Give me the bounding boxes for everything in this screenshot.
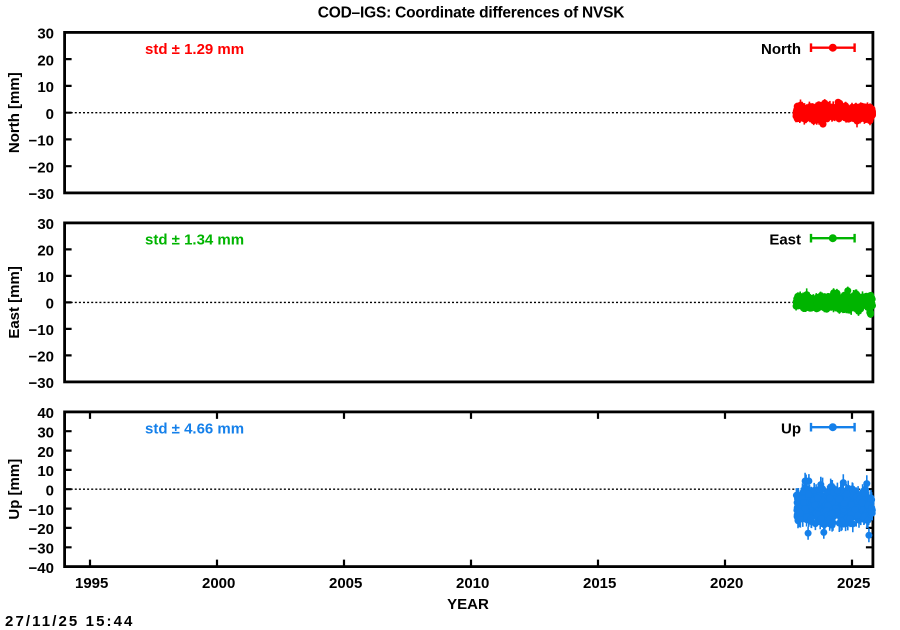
- svg-text:−30: −30: [29, 541, 54, 558]
- svg-text:−20: −20: [29, 521, 54, 538]
- svg-text:−40: −40: [29, 560, 54, 577]
- svg-text:20: 20: [37, 53, 54, 70]
- svg-text:2010: 2010: [456, 575, 489, 592]
- svg-text:−20: −20: [29, 160, 54, 177]
- svg-text:0: 0: [46, 483, 54, 500]
- svg-text:20: 20: [37, 243, 54, 260]
- svg-text:Up: Up: [781, 420, 801, 437]
- svg-text:2005: 2005: [329, 575, 362, 592]
- svg-text:10: 10: [37, 79, 54, 96]
- svg-text:30: 30: [37, 26, 54, 43]
- svg-text:COD–IGS: Coordinate difference: COD–IGS: Coordinate differences of NVSK: [318, 4, 626, 21]
- svg-text:Up [mm]: Up [mm]: [6, 459, 23, 520]
- svg-text:30: 30: [37, 425, 54, 442]
- svg-text:std ± 4.66 mm: std ± 4.66 mm: [145, 421, 244, 438]
- svg-text:−10: −10: [29, 322, 54, 339]
- svg-text:East: East: [769, 231, 801, 248]
- svg-text:10: 10: [37, 463, 54, 480]
- svg-text:−10: −10: [29, 502, 54, 519]
- svg-text:North: North: [761, 41, 801, 58]
- svg-text:−30: −30: [29, 186, 54, 203]
- svg-text:−30: −30: [29, 375, 54, 392]
- svg-text:2020: 2020: [710, 575, 743, 592]
- svg-text:20: 20: [37, 444, 54, 461]
- svg-text:std ± 1.29 mm: std ± 1.29 mm: [145, 41, 244, 58]
- svg-text:10: 10: [37, 269, 54, 286]
- svg-text:std ± 1.34 mm: std ± 1.34 mm: [145, 232, 244, 249]
- svg-text:East [mm]: East [mm]: [6, 266, 23, 339]
- svg-text:1995: 1995: [75, 575, 108, 592]
- svg-text:North [mm]: North [mm]: [6, 72, 23, 153]
- svg-text:YEAR: YEAR: [447, 596, 489, 613]
- svg-text:30: 30: [37, 216, 54, 233]
- svg-text:2025: 2025: [837, 575, 870, 592]
- svg-text:2015: 2015: [583, 575, 616, 592]
- svg-text:−20: −20: [29, 349, 54, 366]
- svg-text:0: 0: [46, 296, 54, 313]
- svg-text:0: 0: [46, 106, 54, 123]
- svg-text:40: 40: [37, 405, 54, 422]
- svg-text:−10: −10: [29, 133, 54, 150]
- svg-text:2000: 2000: [202, 575, 235, 592]
- svg-text:27/11/25 15:44: 27/11/25 15:44: [5, 613, 135, 630]
